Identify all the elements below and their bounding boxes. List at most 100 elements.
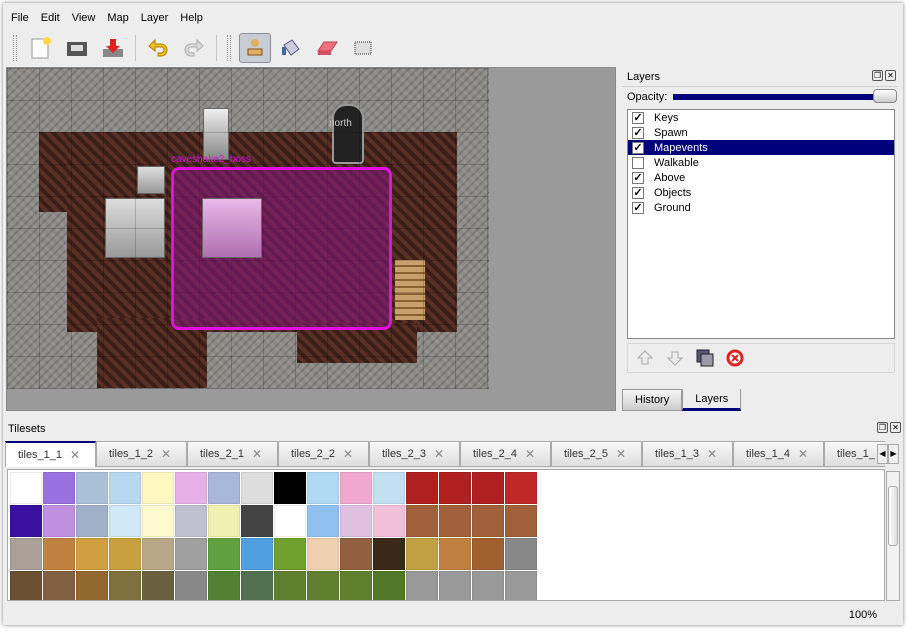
menu-layer[interactable]: Layer — [140, 12, 169, 24]
tile[interactable] — [307, 571, 339, 600]
map-canvas[interactable]: north caveshake2_boss — [7, 68, 489, 389]
tile[interactable] — [175, 472, 207, 504]
tileset-grid[interactable] — [7, 469, 885, 601]
layer-row[interactable]: ✓ Ground — [628, 200, 894, 215]
layer-visibility-checkbox[interactable]: ✓ — [632, 171, 644, 184]
tile[interactable] — [175, 571, 207, 600]
duplicate-layer-icon[interactable] — [696, 349, 714, 367]
close-icon[interactable]: ✕ — [890, 422, 901, 433]
tile[interactable] — [505, 472, 537, 504]
layer-visibility-checkbox[interactable]: ✓ — [632, 186, 644, 199]
tile[interactable] — [472, 571, 504, 600]
menu-file[interactable]: File — [11, 12, 29, 24]
open-button[interactable] — [61, 33, 93, 63]
tile[interactable] — [208, 571, 240, 600]
tileset-tab[interactable]: tiles_2_5 ✕ — [551, 441, 642, 467]
toolbar-grip[interactable] — [13, 35, 17, 61]
tileset-tab[interactable]: tiles_1_ — [824, 441, 885, 467]
tile[interactable] — [340, 505, 372, 537]
tile[interactable] — [109, 472, 141, 504]
tileset-scrollbar[interactable] — [886, 471, 900, 601]
tile[interactable] — [373, 505, 405, 537]
opacity-slider[interactable] — [673, 89, 898, 103]
tile[interactable] — [340, 538, 372, 570]
tile[interactable] — [373, 538, 405, 570]
redo-button[interactable] — [178, 33, 210, 63]
tile[interactable] — [406, 571, 438, 600]
tile[interactable] — [109, 538, 141, 570]
opacity-slider-handle[interactable] — [873, 89, 898, 103]
layer-visibility-checkbox[interactable]: ✓ — [632, 111, 644, 124]
tile[interactable] — [274, 472, 306, 504]
layer-row[interactable]: ✓ Objects — [628, 185, 894, 200]
tile[interactable] — [307, 472, 339, 504]
float-icon[interactable]: ❐ — [877, 422, 888, 433]
tileset-tab[interactable]: tiles_2_1 ✕ — [187, 441, 278, 467]
menu-view[interactable]: View — [71, 12, 96, 24]
tile[interactable] — [406, 505, 438, 537]
tile[interactable] — [439, 505, 471, 537]
layer-visibility-checkbox[interactable] — [632, 156, 644, 169]
remove-layer-icon[interactable] — [726, 349, 744, 367]
new-file-button[interactable] — [25, 33, 57, 63]
layer-visibility-checkbox[interactable]: ✓ — [632, 126, 644, 139]
tile[interactable] — [43, 538, 75, 570]
tile[interactable] — [208, 538, 240, 570]
tile[interactable] — [208, 505, 240, 537]
tile[interactable] — [505, 571, 537, 600]
tile[interactable] — [142, 472, 174, 504]
close-tab-icon[interactable]: ✕ — [525, 447, 536, 461]
menu-map[interactable]: Map — [107, 12, 129, 24]
tile[interactable] — [76, 505, 108, 537]
tile[interactable] — [406, 472, 438, 504]
close-tab-icon[interactable]: ✕ — [616, 447, 627, 461]
save-button[interactable] — [97, 33, 129, 63]
tile[interactable] — [10, 571, 42, 600]
tile[interactable] — [142, 505, 174, 537]
move-layer-down-icon[interactable] — [666, 349, 684, 367]
layer-visibility-checkbox[interactable]: ✓ — [632, 141, 644, 154]
tile[interactable] — [241, 571, 273, 600]
tileset-tab[interactable]: tiles_1_2 ✕ — [96, 441, 187, 467]
tile[interactable] — [10, 538, 42, 570]
tile[interactable] — [10, 505, 42, 537]
close-tab-icon[interactable]: ✕ — [161, 447, 172, 461]
close-tab-icon[interactable]: ✕ — [434, 447, 445, 461]
tile[interactable] — [241, 472, 273, 504]
tab-scroll-right[interactable]: ▶ — [888, 444, 899, 464]
tile[interactable] — [76, 571, 108, 600]
tile[interactable] — [43, 571, 75, 600]
tile[interactable] — [472, 538, 504, 570]
tile[interactable] — [439, 538, 471, 570]
tile[interactable] — [142, 538, 174, 570]
tile[interactable] — [439, 571, 471, 600]
tileset-tab[interactable]: tiles_1_4 ✕ — [733, 441, 824, 467]
tile[interactable] — [340, 571, 372, 600]
tileset-tab[interactable]: tiles_1_3 ✕ — [642, 441, 733, 467]
close-tab-icon[interactable]: ✕ — [707, 447, 718, 461]
map-event-object[interactable] — [171, 167, 392, 330]
layer-row[interactable]: ✓ Keys — [628, 110, 894, 125]
layer-row[interactable]: ✓ Above — [628, 170, 894, 185]
map-view[interactable]: north caveshake2_boss — [6, 67, 616, 411]
tile[interactable] — [505, 505, 537, 537]
float-icon[interactable]: ❐ — [872, 70, 883, 81]
menu-help[interactable]: Help — [180, 12, 203, 24]
tile[interactable] — [76, 538, 108, 570]
tile[interactable] — [109, 571, 141, 600]
tile[interactable] — [10, 472, 42, 504]
tile[interactable] — [439, 472, 471, 504]
tile[interactable] — [175, 538, 207, 570]
tile[interactable] — [142, 571, 174, 600]
toolbar-grip-2[interactable] — [227, 35, 231, 61]
tile[interactable] — [109, 505, 141, 537]
tile[interactable] — [307, 538, 339, 570]
layer-visibility-checkbox[interactable]: ✓ — [632, 201, 644, 214]
tile[interactable] — [472, 472, 504, 504]
tile[interactable] — [208, 472, 240, 504]
tile[interactable] — [307, 505, 339, 537]
bucket-fill-button[interactable] — [275, 33, 307, 63]
tile[interactable] — [274, 571, 306, 600]
tile[interactable] — [505, 538, 537, 570]
layer-row[interactable]: Walkable — [628, 155, 894, 170]
